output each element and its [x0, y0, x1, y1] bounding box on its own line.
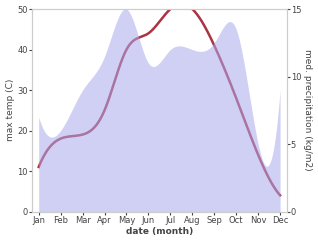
Y-axis label: max temp (C): max temp (C) — [5, 79, 15, 142]
Y-axis label: med. precipitation (kg/m2): med. precipitation (kg/m2) — [303, 49, 313, 171]
X-axis label: date (month): date (month) — [126, 227, 193, 236]
